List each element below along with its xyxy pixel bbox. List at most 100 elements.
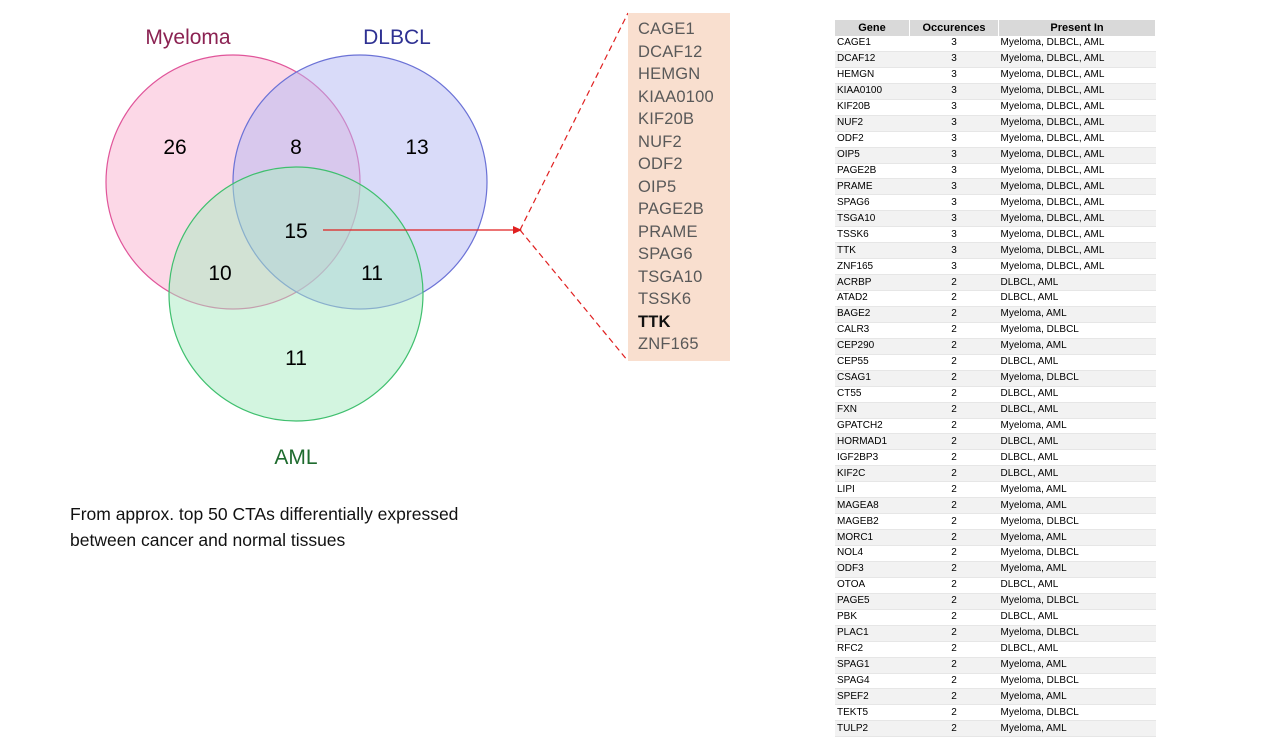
cell-present-in: DLBCL, AML: [998, 354, 1156, 371]
table-row: LIPI 2 Myeloma, AML: [835, 481, 1156, 499]
pointer-arrow-head: [513, 226, 522, 234]
cell-occurences: 2: [909, 545, 999, 562]
cell-gene: DCAF12: [835, 51, 910, 68]
cell-present-in: Myeloma, DLBCL, AML: [998, 163, 1156, 180]
table-row: NOL4 2 Myeloma, DLBCL: [835, 545, 1156, 562]
header-present-in: Present In: [998, 20, 1156, 36]
gene-list-item: PRAME: [638, 222, 698, 241]
cell-occurences: 2: [909, 465, 999, 483]
cell-present-in: Myeloma, DLBCL, AML: [998, 226, 1156, 244]
cell-present-in: Myeloma, AML: [998, 497, 1156, 515]
table-row: GPATCH2 2 Myeloma, AML: [835, 418, 1156, 435]
cell-present-in: Myeloma, DLBCL: [998, 704, 1156, 722]
cell-occurences: 3: [909, 99, 999, 116]
cell-present-in: Myeloma, AML: [998, 720, 1156, 737]
cell-present-in: Myeloma, DLBCL, AML: [998, 258, 1156, 276]
cell-present-in: Myeloma, DLBCL, AML: [998, 131, 1156, 148]
cell-gene: TSSK6: [835, 226, 910, 244]
cell-occurences: 2: [909, 720, 999, 737]
dlbcl-label: DLBCL: [363, 26, 431, 49]
cell-present-in: Myeloma, DLBCL, AML: [998, 99, 1156, 116]
caption-line-1: From approx. top 50 CTAs differentially …: [70, 504, 459, 524]
table-row: KIF20B 3 Myeloma, DLBCL, AML: [835, 99, 1156, 116]
table-header-row: Gene Occurences Present In: [835, 20, 1156, 36]
table-row: TTK 3 Myeloma, DLBCL, AML: [835, 242, 1156, 260]
cell-occurences: 2: [909, 290, 999, 307]
table-row: DCAF12 3 Myeloma, DLBCL, AML: [835, 51, 1156, 68]
cell-gene: TTK: [835, 242, 910, 260]
cell-occurences: 3: [909, 163, 999, 180]
cell-occurences: 3: [909, 210, 999, 228]
caption-line-2: between cancer and normal tissues: [70, 530, 346, 550]
cell-gene: PBK: [835, 609, 910, 626]
table-row: ODF2 3 Myeloma, DLBCL, AML: [835, 131, 1156, 148]
table-row: RFC2 2 DLBCL, AML: [835, 641, 1156, 658]
cell-occurences: 3: [909, 83, 999, 100]
cell-present-in: Myeloma, AML: [998, 529, 1156, 546]
gene-list-item: HEMGN: [638, 65, 701, 83]
cell-occurences: 2: [909, 354, 999, 371]
cell-gene: SPAG6: [835, 194, 910, 212]
cell-occurences: 2: [909, 625, 999, 642]
table-row: CAGE1 3 Myeloma, DLBCL, AML: [835, 36, 1156, 52]
gene-list-item: TSGA10: [638, 267, 703, 286]
cell-occurences: 3: [909, 194, 999, 212]
cell-occurences: 2: [909, 322, 999, 339]
cell-occurences: 3: [909, 147, 999, 164]
cell-gene: HEMGN: [835, 67, 910, 84]
cell-gene: PAGE5: [835, 593, 910, 610]
cell-present-in: Myeloma, DLBCL: [998, 545, 1156, 562]
callout-line-bottom: [519, 229, 629, 362]
table-row: CSAG1 2 Myeloma, DLBCL: [835, 370, 1156, 387]
table-row: CT55 2 DLBCL, AML: [835, 386, 1156, 403]
table-row: ACRBP 2 DLBCL, AML: [835, 274, 1156, 291]
cell-present-in: Myeloma, DLBCL, AML: [998, 194, 1156, 212]
cell-occurences: 2: [909, 402, 999, 419]
cell-present-in: Myeloma, AML: [998, 561, 1156, 578]
cell-gene: KIAA0100: [835, 83, 910, 100]
cell-present-in: Myeloma, AML: [998, 338, 1156, 355]
cell-gene: PLAC1: [835, 625, 910, 642]
cell-gene: NOL4: [835, 545, 910, 562]
cell-occurences: 3: [909, 258, 999, 276]
cell-present-in: Myeloma, DLBCL, AML: [998, 210, 1156, 228]
cell-gene: CSAG1: [835, 370, 910, 387]
gene-occurrence-table: Gene Occurences Present In CAGE1 3 Myeloma…: [835, 20, 1156, 737]
table-row: HEMGN 3 Myeloma, DLBCL, AML: [835, 67, 1156, 84]
gene-list-item: ZNF165: [638, 335, 699, 353]
cell-occurences: 2: [909, 513, 999, 531]
cell-occurences: 2: [909, 338, 999, 355]
cell-occurences: 2: [909, 386, 999, 403]
table-row: PAGE5 2 Myeloma, DLBCL: [835, 593, 1156, 610]
cell-gene: CAGE1: [835, 36, 910, 52]
table-row: SPAG4 2 Myeloma, DLBCL: [835, 673, 1156, 690]
table-row: SPAG6 3 Myeloma, DLBCL, AML: [835, 194, 1156, 212]
cell-present-in: DLBCL, AML: [998, 386, 1156, 403]
table-row: BAGE2 2 Myeloma, AML: [835, 306, 1156, 323]
cell-occurences: 3: [909, 36, 999, 52]
cell-present-in: Myeloma, DLBCL, AML: [998, 36, 1156, 52]
cell-gene: TEKT5: [835, 704, 910, 722]
cell-gene: TSGA10: [835, 210, 910, 228]
region-dlbcl-aml: 11: [361, 262, 383, 285]
cell-present-in: Myeloma, DLBCL: [998, 370, 1156, 387]
region-aml-only: 11: [285, 347, 307, 370]
cell-occurences: 3: [909, 51, 999, 68]
table-row: MORC1 2 Myeloma, AML: [835, 529, 1156, 546]
table-row: TSGA10 3 Myeloma, DLBCL, AML: [835, 210, 1156, 228]
cell-present-in: Myeloma, AML: [998, 306, 1156, 323]
cell-occurences: 3: [909, 242, 999, 260]
header-gene: Gene: [835, 20, 910, 36]
table-row: SPEF2 2 Myeloma, AML: [835, 688, 1156, 706]
cell-present-in: DLBCL, AML: [998, 402, 1156, 419]
cell-gene: ATAD2: [835, 290, 910, 307]
cell-gene: CEP55: [835, 354, 910, 371]
cell-gene: ODF2: [835, 131, 910, 148]
table-row: ODF3 2 Myeloma, AML: [835, 561, 1156, 578]
cell-occurences: 2: [909, 370, 999, 387]
cell-present-in: Myeloma, DLBCL: [998, 593, 1156, 610]
cell-gene: TULP2: [835, 720, 910, 737]
table-row: TULP2 2 Myeloma, AML: [835, 720, 1156, 737]
cell-gene: BAGE2: [835, 306, 910, 323]
cell-occurences: 2: [909, 449, 999, 467]
